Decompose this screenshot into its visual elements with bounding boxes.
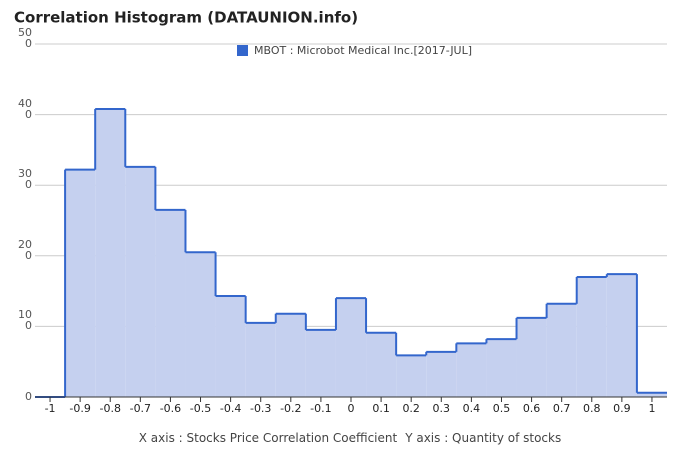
x-tick-label: 0.5 bbox=[493, 402, 511, 415]
x-tick-label: 0.7 bbox=[553, 402, 571, 415]
x-tick-label: 0.8 bbox=[583, 402, 601, 415]
bar bbox=[516, 317, 547, 397]
x-tick-label: 1 bbox=[648, 402, 655, 415]
x-tick-label: 0.4 bbox=[463, 402, 481, 415]
legend-swatch bbox=[237, 45, 248, 56]
bar bbox=[396, 355, 427, 397]
y-tick-label: 500 bbox=[18, 26, 32, 50]
bar bbox=[275, 313, 306, 397]
x-axis-title: X axis : Stocks Price Correlation Coeffi… bbox=[139, 431, 398, 445]
y-tick-label: 100 bbox=[18, 308, 32, 333]
x-tick-label: 0.6 bbox=[523, 402, 541, 415]
legend-label: MBOT : Microbot Medical Inc.[2017-JUL] bbox=[254, 44, 472, 57]
bar bbox=[155, 209, 186, 397]
axis-titles: X axis : Stocks Price Correlation Coeffi… bbox=[139, 431, 561, 445]
bar bbox=[426, 351, 457, 397]
x-tick-label: -0.4 bbox=[220, 402, 241, 415]
bar bbox=[185, 252, 216, 397]
chart-title: Correlation Histogram (DATAUNION.info) bbox=[14, 9, 358, 27]
x-tick-label: -1 bbox=[45, 402, 56, 415]
bar bbox=[486, 339, 517, 397]
x-tick-label: -0.3 bbox=[250, 402, 271, 415]
bar bbox=[606, 274, 637, 397]
x-tick-label: 0.3 bbox=[433, 402, 451, 415]
bar bbox=[65, 169, 96, 397]
x-tick-label: -0.7 bbox=[130, 402, 151, 415]
x-tick-label: 0.2 bbox=[402, 402, 420, 415]
bar bbox=[546, 303, 577, 397]
bar bbox=[125, 166, 156, 397]
bar bbox=[366, 332, 397, 397]
y-tick-label: 0 bbox=[25, 390, 32, 403]
x-tick-label: 0 bbox=[348, 402, 355, 415]
bar bbox=[95, 108, 126, 398]
x-tick-label: -0.9 bbox=[69, 402, 90, 415]
x-tick-label: -0.6 bbox=[160, 402, 181, 415]
bar bbox=[456, 343, 487, 397]
x-tick-label: -0.1 bbox=[310, 402, 331, 415]
x-tick-label: -0.8 bbox=[100, 402, 121, 415]
x-tick-label: -0.5 bbox=[190, 402, 211, 415]
x-tick-label: 0.1 bbox=[372, 402, 390, 415]
x-tick-label: -0.2 bbox=[280, 402, 301, 415]
y-tick-label: 200 bbox=[18, 237, 32, 262]
y-tick-label: 400 bbox=[18, 96, 32, 121]
bar bbox=[245, 322, 276, 397]
y-tick-label: 300 bbox=[18, 167, 32, 192]
x-tick-label: 0.9 bbox=[613, 402, 631, 415]
bar bbox=[215, 296, 246, 397]
bar bbox=[305, 329, 336, 397]
bar bbox=[576, 276, 607, 397]
bar bbox=[636, 392, 667, 397]
y-axis-title: Y axis : Quantity of stocks bbox=[404, 431, 561, 445]
bar bbox=[335, 298, 367, 397]
